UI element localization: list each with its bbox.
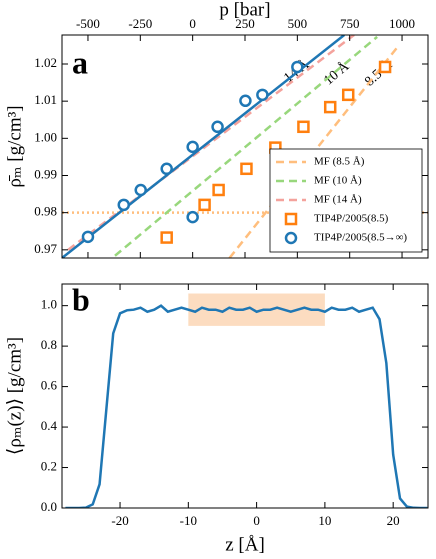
circle-marker xyxy=(186,140,199,154)
y-tick-label: 0.2 xyxy=(41,459,57,474)
square-marker xyxy=(378,60,392,74)
circle-marker xyxy=(211,120,224,134)
axes-frame xyxy=(61,283,429,509)
x-tick-label: 10 xyxy=(318,513,331,528)
y-tick-label: 1.02 xyxy=(34,55,57,70)
y-tick-label: 0.6 xyxy=(41,378,58,393)
circle-marker xyxy=(291,60,304,74)
x-tick-label: 0 xyxy=(189,16,196,31)
legend-label: MF (8.5 Å) xyxy=(314,156,365,168)
y-tick-label: 0.99 xyxy=(34,166,57,181)
x-tick-label: -500 xyxy=(76,16,100,31)
square-marker xyxy=(212,183,225,197)
x-axis-label: z [Å] xyxy=(225,534,265,555)
x-tick-label: -250 xyxy=(128,16,152,31)
y-tick-label: 1.0 xyxy=(41,297,57,312)
legend-swatch xyxy=(284,231,298,245)
y-tick-label: 0.97 xyxy=(34,241,57,256)
y-tick-label: 0.0 xyxy=(41,499,57,514)
panel-letter: b xyxy=(72,281,90,317)
circle-marker xyxy=(160,162,173,176)
square-marker xyxy=(240,162,253,176)
square-marker xyxy=(323,100,337,114)
circle-marker xyxy=(239,94,252,108)
y-tick-label: 0.4 xyxy=(41,418,58,433)
panel-letter: a xyxy=(72,44,88,80)
legend-label: MF (14 Å) xyxy=(314,194,362,206)
dashed-line xyxy=(114,35,378,257)
x-tick-label: 500 xyxy=(288,16,308,31)
y-tick-label: 1.01 xyxy=(34,92,57,107)
y-axis-label: ⟨ρₘ(z)⟩ [g/cm³] xyxy=(4,337,25,455)
square-marker xyxy=(160,231,173,244)
square-marker xyxy=(341,88,355,102)
x-tick-label: 250 xyxy=(235,16,255,31)
x-tick-label: 750 xyxy=(340,16,360,31)
circle-marker xyxy=(117,198,131,212)
legend-label: TIP4P/2005(8.5) xyxy=(314,213,389,225)
square-marker xyxy=(297,120,310,134)
legend-label: MF (10 Å) xyxy=(314,175,362,187)
circle-marker xyxy=(134,183,147,197)
square-marker xyxy=(198,198,211,212)
x-axis-label: p [bar] xyxy=(219,0,270,20)
circle-marker xyxy=(256,88,269,102)
x-tick-label: 20 xyxy=(387,513,400,528)
legend-swatch xyxy=(284,212,298,226)
circle-marker xyxy=(186,210,199,224)
line xyxy=(65,304,428,508)
x-tick-label: 1000 xyxy=(389,16,415,31)
y-tick-label: 0.8 xyxy=(41,337,57,352)
x-tick-label: -10 xyxy=(180,513,197,528)
circle-marker xyxy=(81,230,95,244)
y-axis-label: ρ̄ₘ [g/cm³] xyxy=(4,105,25,187)
y-tick-label: 1.00 xyxy=(34,129,57,144)
x-tick-label: -20 xyxy=(111,513,128,528)
legend-label: TIP4P/2005(8.5→∞) xyxy=(314,232,407,244)
x-tick-label: 0 xyxy=(253,513,260,528)
y-tick-label: 0.98 xyxy=(34,204,57,219)
plot-area xyxy=(65,293,428,508)
